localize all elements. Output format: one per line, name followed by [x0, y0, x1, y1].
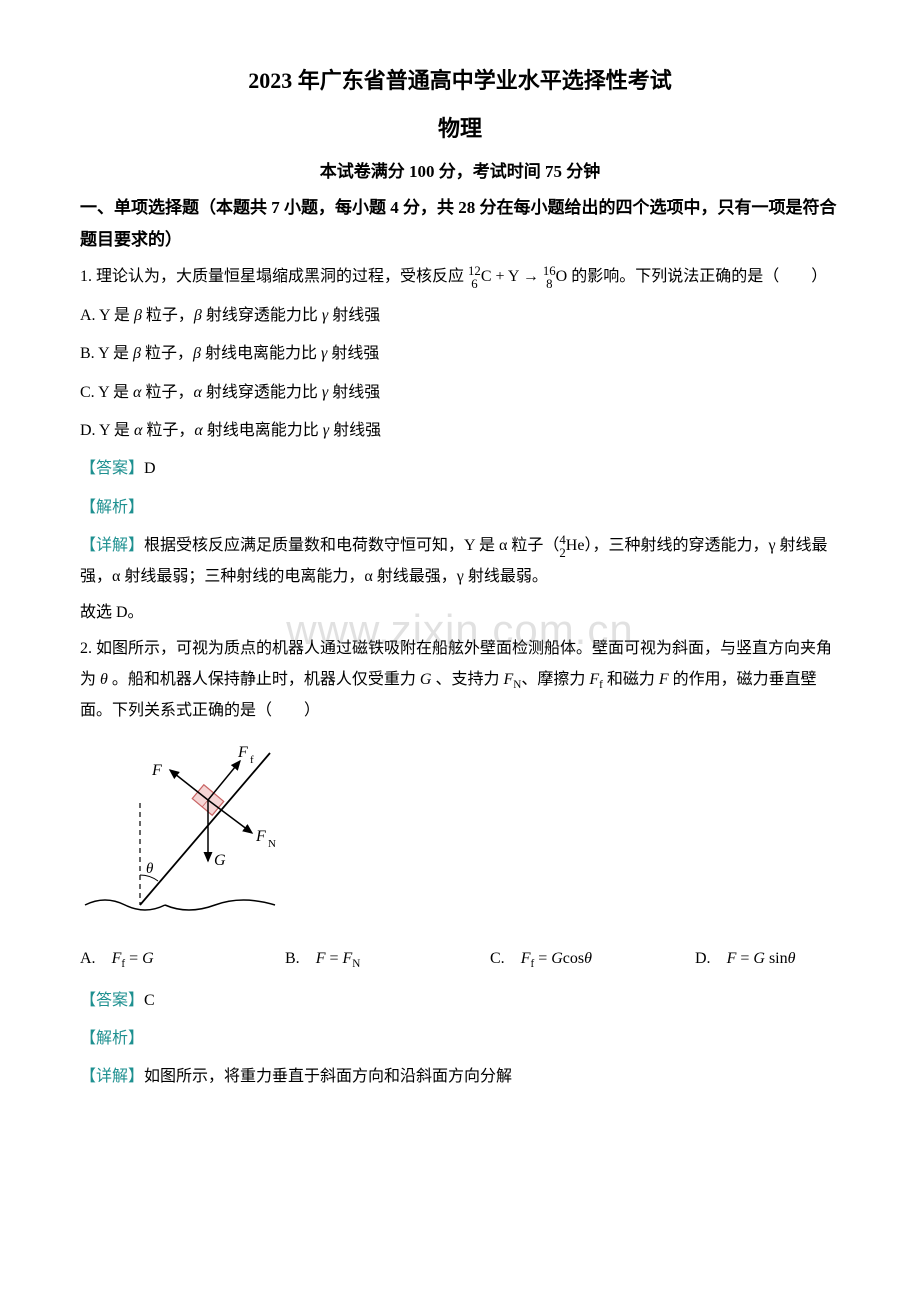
q1-conclude: 故选 D。: [80, 598, 840, 628]
q1-stem-b: 的影响。下列说法正确的是（ ）: [571, 268, 827, 285]
svg-text:F: F: [151, 762, 162, 779]
q2-options-row: A. Ff = G B. F = FN C. Ff = Gcosθ D. F =…: [80, 944, 840, 975]
svg-text:N: N: [268, 838, 276, 850]
q1-option-c: C. Y 是 α 粒子，α 射线穿透能力比 γ 射线强: [80, 378, 840, 408]
q2-diagram: θ F f F F N G: [80, 733, 840, 934]
q1-detail: 【详解】根据受核反应满足质量数和电荷数守恒可知，Y 是 α 粒子（42He），三…: [80, 531, 840, 592]
q2-answer-value: C: [144, 992, 155, 1009]
q2-option-b: B. F = FN: [285, 944, 430, 975]
section-1-heading: 一、单项选择题（本题共 7 小题，每小题 4 分，共 28 分在每小题给出的四个…: [80, 192, 840, 257]
subject-title: 物理: [80, 108, 840, 150]
page-title: 2023 年广东省普通高中学业水平选择性考试: [80, 60, 840, 102]
q2-analysis-label: 【解析】: [80, 1024, 840, 1054]
q2-option-d: D. F = G sinθ: [695, 944, 840, 975]
q2-stem: 2. 如图所示，可视为质点的机器人通过磁铁吸附在船舷外壁面检测船体。壁面可视为斜…: [80, 634, 840, 726]
svg-text:θ: θ: [146, 861, 154, 877]
svg-text:F: F: [237, 744, 248, 761]
q1-answer-label: 【答案】: [80, 460, 144, 477]
q1-option-a: A. Y 是 β 粒子，β 射线穿透能力比 γ 射线强: [80, 301, 840, 331]
svg-text:F: F: [255, 828, 266, 845]
q1-stem: 1. 理论认为，大质量恒星塌缩成黑洞的过程，受核反应 126C + Y → 16…: [80, 262, 840, 292]
q1-analysis-label: 【解析】: [80, 493, 840, 523]
q1-option-d: D. Y 是 α 粒子，α 射线电离能力比 γ 射线强: [80, 416, 840, 446]
q1-detail-label: 【详解】: [80, 537, 144, 554]
exam-meta: 本试卷满分 100 分，考试时间 75 分钟: [80, 156, 840, 188]
q2-detail-body: 如图所示，将重力垂直于斜面方向和沿斜面方向分解: [144, 1068, 512, 1085]
svg-text:f: f: [250, 754, 254, 766]
q1-detail-body-a: 根据受核反应满足质量数和电荷数守恒可知，Y 是 α 粒子（: [144, 537, 559, 554]
q1-answer-value: D: [144, 460, 156, 477]
q2-option-c: C. Ff = Gcosθ: [490, 944, 635, 975]
q2-detail-label: 【详解】: [80, 1068, 144, 1085]
q1-stem-a: 理论认为，大质量恒星塌缩成黑洞的过程，受核反应: [96, 268, 464, 285]
q1-option-b: B. Y 是 β 粒子，β 射线电离能力比 γ 射线强: [80, 339, 840, 369]
q2-answer-label: 【答案】: [80, 992, 144, 1009]
svg-text:G: G: [214, 852, 226, 869]
q2-option-a: A. Ff = G: [80, 944, 225, 975]
q1-answer: 【答案】D: [80, 454, 840, 484]
q1-number: 1.: [80, 268, 92, 285]
q1-reaction: 126C + Y → 168O: [468, 268, 571, 285]
q1-he: 42He: [559, 537, 584, 554]
q2-answer: 【答案】C: [80, 986, 840, 1016]
q2-detail: 【详解】如图所示，将重力垂直于斜面方向和沿斜面方向分解: [80, 1062, 840, 1092]
q2-number: 2.: [80, 640, 92, 657]
q2-stem-text: 如图所示，可视为质点的机器人通过磁铁吸附在船舷外壁面检测船体。壁面可视为斜面，与…: [80, 640, 832, 719]
